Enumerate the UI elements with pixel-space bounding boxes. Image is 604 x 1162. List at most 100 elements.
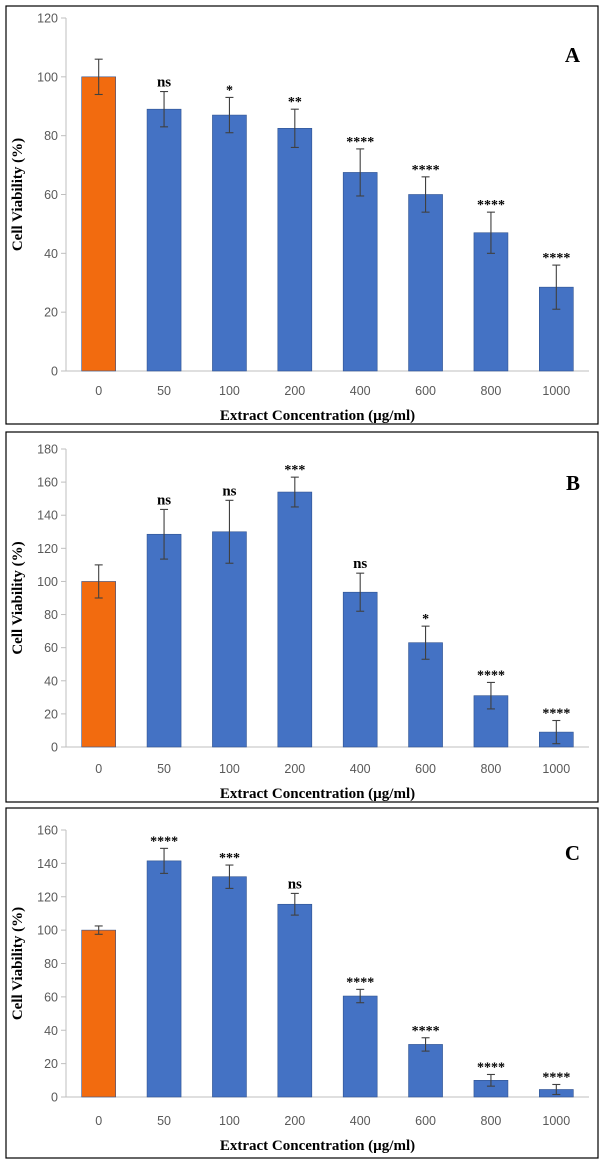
bar-50 — [146, 860, 182, 1098]
y-tick-label: 100 — [37, 924, 58, 938]
y-tick-label: 60 — [44, 641, 58, 655]
x-tick-label: 50 — [157, 384, 171, 398]
significance-label: *** — [219, 851, 240, 866]
chart-panel-a: 0 20 40 60 80 100 120 0 ns 50 * 100 ** 200 **** 400 ****… — [5, 5, 599, 425]
bar-600 — [408, 642, 443, 748]
error-bar-100 — [225, 96, 234, 134]
bar-0 — [81, 581, 116, 748]
x-tick-label: 0 — [95, 762, 102, 776]
bar-50 — [146, 533, 182, 748]
y-tick-label: 20 — [44, 707, 58, 721]
x-tick-label: 100 — [219, 384, 240, 398]
y-tick-label: 160 — [37, 824, 58, 838]
y-tick-label: 100 — [37, 575, 58, 589]
significance-label: **** — [346, 135, 374, 150]
x-tick-label: 600 — [415, 1114, 436, 1128]
chart-frame — [5, 5, 599, 425]
significance-label: **** — [150, 834, 178, 849]
x-tick-label: 200 — [284, 1114, 305, 1128]
significance-label: **** — [477, 1060, 505, 1075]
chart-frame — [5, 807, 599, 1159]
y-tick-label: 100 — [37, 70, 58, 84]
y-tick-label: 80 — [44, 957, 58, 971]
y-tick-label: 60 — [44, 990, 58, 1004]
error-bar-0 — [94, 564, 103, 599]
error-bar-600 — [421, 625, 430, 660]
y-tick-label: 20 — [44, 1057, 58, 1071]
y-tick-label: 20 — [44, 306, 58, 320]
error-bar-200 — [290, 892, 299, 916]
significance-label: ns — [157, 492, 171, 508]
error-bar-1000 — [552, 1083, 561, 1096]
x-tick-label: 1000 — [542, 384, 570, 398]
y-tick-label: 0 — [51, 365, 58, 379]
x-tick-label: 600 — [415, 762, 436, 776]
x-tick-label: 800 — [481, 1114, 502, 1128]
x-axis-title: Extract Concentration (µg/ml) — [220, 408, 415, 424]
y-tick-label: 40 — [44, 247, 58, 261]
error-bar-200 — [290, 108, 299, 148]
significance-label: ns — [157, 75, 171, 91]
x-tick-label: 400 — [350, 384, 371, 398]
significance-label: ns — [222, 483, 236, 499]
y-tick-label: 60 — [44, 188, 58, 202]
y-tick-label: 120 — [37, 890, 58, 904]
significance-label: **** — [346, 975, 374, 990]
bar-200 — [277, 128, 313, 372]
significance-label: **** — [412, 1024, 440, 1039]
y-tick-label: 40 — [44, 674, 58, 688]
y-axis-title: Cell Viability (%) — [10, 541, 26, 654]
significance-label: **** — [542, 1070, 570, 1085]
error-bar-0 — [94, 925, 103, 935]
error-bar-400 — [356, 988, 365, 1004]
y-tick-label: 0 — [51, 1091, 58, 1105]
error-bar-100 — [225, 499, 234, 564]
x-tick-label: 800 — [481, 384, 502, 398]
x-tick-label: 100 — [219, 762, 240, 776]
x-tick-label: 800 — [481, 762, 502, 776]
error-bar-0 — [94, 58, 103, 96]
y-tick-label: 140 — [37, 857, 58, 871]
x-axis-title: Extract Concentration (µg/ml) — [220, 1138, 415, 1154]
error-bar-600 — [421, 1037, 430, 1052]
x-tick-label: 50 — [157, 1114, 171, 1128]
significance-label: *** — [284, 463, 305, 478]
x-tick-label: 100 — [219, 1114, 240, 1128]
x-tick-label: 200 — [284, 384, 305, 398]
error-bar-1000 — [552, 264, 561, 310]
y-tick-label: 120 — [37, 12, 58, 26]
x-tick-label: 400 — [350, 762, 371, 776]
chart-panel-c: 0 20 40 60 80 100 120 140 160 0 **** 50 *** 100 ns 200 *… — [5, 807, 599, 1159]
x-tick-label: 200 — [284, 762, 305, 776]
y-tick-label: 180 — [37, 443, 58, 457]
y-tick-label: 40 — [44, 1024, 58, 1038]
bar-800 — [473, 232, 509, 372]
x-tick-label: 1000 — [542, 1114, 570, 1128]
y-axis-title: Cell Viability (%) — [10, 907, 26, 1020]
error-bar-600 — [421, 176, 430, 213]
chart-frame — [5, 431, 599, 803]
significance-label: * — [226, 83, 233, 98]
error-bar-1000 — [552, 719, 561, 745]
bar-400 — [342, 172, 378, 372]
significance-label: **** — [477, 198, 505, 213]
x-tick-label: 400 — [350, 1114, 371, 1128]
significance-label: ** — [288, 95, 302, 110]
error-bar-50 — [160, 90, 169, 128]
bar-100 — [212, 114, 247, 372]
significance-label: **** — [542, 251, 570, 266]
y-tick-label: 120 — [37, 542, 58, 556]
y-axis-title: Cell Viability (%) — [10, 138, 26, 251]
error-bar-800 — [486, 1073, 495, 1087]
panel-label: A — [565, 43, 581, 67]
error-bar-50 — [160, 847, 169, 874]
bar-600 — [408, 194, 443, 372]
y-tick-label: 160 — [37, 476, 58, 490]
x-tick-label: 1000 — [542, 762, 570, 776]
error-bar-800 — [486, 211, 495, 254]
y-tick-label: 80 — [44, 608, 58, 622]
panel-label: C — [565, 841, 580, 865]
error-bar-400 — [356, 572, 365, 612]
x-tick-label: 0 — [95, 384, 102, 398]
